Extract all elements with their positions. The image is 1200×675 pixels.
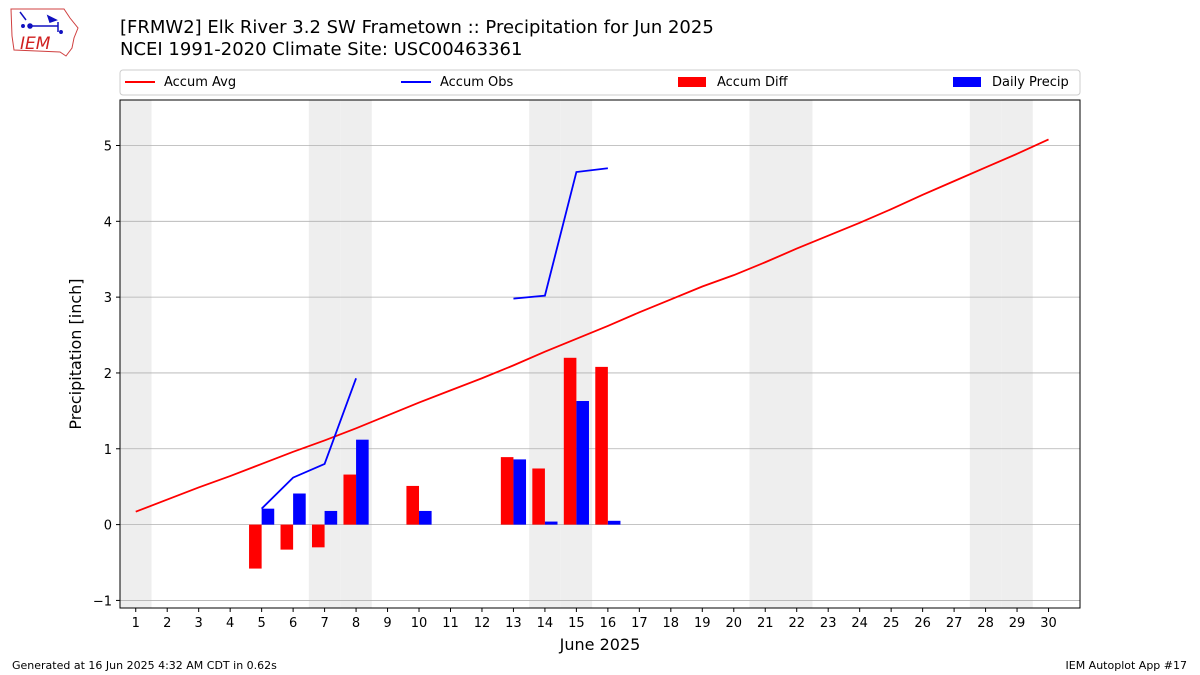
weekend-shade-15 bbox=[560, 100, 593, 608]
accum-diff-bar-13 bbox=[500, 457, 514, 525]
title-line-1: [FRMW2] Elk River 3.2 SW Frametown :: Pr… bbox=[120, 17, 714, 38]
x-tick-label-22: 22 bbox=[788, 616, 805, 631]
iem-logo: IEM bbox=[10, 8, 79, 57]
x-tick-label-19: 19 bbox=[694, 616, 711, 631]
y-tick-label--1: −1 bbox=[93, 594, 112, 609]
x-tick-label-11: 11 bbox=[442, 616, 459, 631]
x-tick-label-27: 27 bbox=[946, 616, 963, 631]
x-tick-label-16: 16 bbox=[600, 616, 617, 631]
y-axis-label: Precipitation [inch] bbox=[66, 278, 85, 429]
x-tick-label-30: 30 bbox=[1040, 616, 1057, 631]
weekend-shade-8 bbox=[340, 100, 372, 608]
y-tick-label-3: 3 bbox=[104, 291, 112, 306]
plot-frame bbox=[119, 99, 1081, 609]
accum-diff-bar-14 bbox=[532, 468, 545, 525]
x-tick-label-17: 17 bbox=[631, 616, 648, 631]
x-tick-label-12: 12 bbox=[474, 616, 491, 631]
weekend-shade-14 bbox=[529, 100, 561, 608]
legend-swatch-accum-diff bbox=[678, 77, 706, 87]
weekend-shade-28 bbox=[969, 100, 1002, 608]
x-tick-label-13: 13 bbox=[505, 616, 522, 631]
chart-title: [FRMW2] Elk River 3.2 SW Frametown :: Pr… bbox=[120, 17, 714, 61]
daily-precip-bar-7 bbox=[324, 510, 338, 525]
daily-precip-bar-5 bbox=[261, 508, 275, 525]
daily-precip-bar-8 bbox=[356, 439, 369, 525]
daily-precip-bar-13 bbox=[513, 459, 527, 525]
x-tick-label-10: 10 bbox=[411, 616, 428, 631]
x-tick-label-21: 21 bbox=[757, 616, 774, 631]
accum-diff-bar-8 bbox=[343, 474, 357, 525]
logo-text: IEM bbox=[20, 34, 51, 54]
accum-diff-bar-7 bbox=[312, 524, 325, 548]
weekend-shade-22 bbox=[780, 100, 813, 608]
x-tick-label-25: 25 bbox=[883, 616, 900, 631]
y-tick-label-1: 1 bbox=[104, 443, 112, 458]
y-tick-label-4: 4 bbox=[104, 215, 112, 230]
x-tick-label-15: 15 bbox=[568, 616, 585, 631]
x-tick-label-1: 1 bbox=[132, 616, 140, 631]
legend-swatch-daily-precip bbox=[953, 77, 981, 87]
accum-diff-bar-16 bbox=[595, 366, 608, 525]
weekend-shade-29 bbox=[1001, 100, 1033, 608]
y-tick-label-0: 0 bbox=[104, 519, 112, 534]
legend: Accum Avg Accum Obs Accum Diff Daily Precip bbox=[119, 69, 1081, 96]
x-tick-label-8: 8 bbox=[352, 616, 360, 631]
x-tick-label-23: 23 bbox=[820, 616, 837, 631]
accum-obs-line-segment-1 bbox=[261, 377, 357, 510]
accum-diff-bar-5 bbox=[249, 524, 262, 569]
weather-station-icon bbox=[19, 11, 63, 34]
x-tick-label-6: 6 bbox=[289, 616, 297, 631]
daily-precip-bar-15 bbox=[576, 401, 589, 525]
accum-diff-bar-10 bbox=[406, 485, 420, 525]
y-tick-label-5: 5 bbox=[104, 139, 112, 154]
accum-obs-line-segment-2 bbox=[513, 167, 608, 300]
accum-diff-bar-6 bbox=[280, 524, 294, 550]
iowa-state-outline bbox=[10, 8, 79, 57]
x-axis-label: June 2025 bbox=[559, 635, 641, 654]
x-tick-label-4: 4 bbox=[226, 616, 234, 631]
x-tick-label-28: 28 bbox=[977, 616, 994, 631]
x-tick-label-18: 18 bbox=[663, 616, 680, 631]
x-tick-label-14: 14 bbox=[537, 616, 554, 631]
legend-label-accum-diff: Accum Diff bbox=[717, 75, 789, 90]
y-tick-label-2: 2 bbox=[104, 367, 112, 382]
daily-precip-bar-16 bbox=[607, 520, 621, 525]
daily-precip-bar-14 bbox=[544, 521, 558, 525]
daily-precip-bar-10 bbox=[419, 510, 432, 525]
x-tick-label-2: 2 bbox=[163, 616, 171, 631]
legend-label-accum-obs: Accum Obs bbox=[440, 75, 513, 90]
x-tick-label-24: 24 bbox=[851, 616, 868, 631]
accum-avg-line bbox=[135, 138, 1049, 513]
x-tick-label-3: 3 bbox=[195, 616, 203, 631]
accum-diff-bar-15 bbox=[563, 357, 577, 525]
x-tick-label-9: 9 bbox=[383, 616, 391, 631]
legend-label-accum-avg: Accum Avg bbox=[164, 75, 236, 90]
x-tick-label-29: 29 bbox=[1009, 616, 1026, 631]
x-tick-label-20: 20 bbox=[725, 616, 742, 631]
title-line-2: NCEI 1991-2020 Climate Site: USC00463361 bbox=[120, 39, 523, 60]
generated-timestamp: Generated at 16 Jun 2025 4:32 AM CDT in … bbox=[12, 659, 277, 672]
weekend-shade-21 bbox=[749, 100, 781, 608]
x-tick-label-7: 7 bbox=[320, 616, 328, 631]
x-tick-label-5: 5 bbox=[257, 616, 265, 631]
x-tick-label-26: 26 bbox=[914, 616, 931, 631]
weekend-shade-1 bbox=[120, 100, 152, 608]
legend-frame bbox=[119, 69, 1081, 96]
daily-precip-bar-6 bbox=[293, 493, 306, 525]
legend-label-daily-precip: Daily Precip bbox=[992, 75, 1069, 90]
app-credit: IEM Autoplot App #17 bbox=[1065, 659, 1188, 672]
